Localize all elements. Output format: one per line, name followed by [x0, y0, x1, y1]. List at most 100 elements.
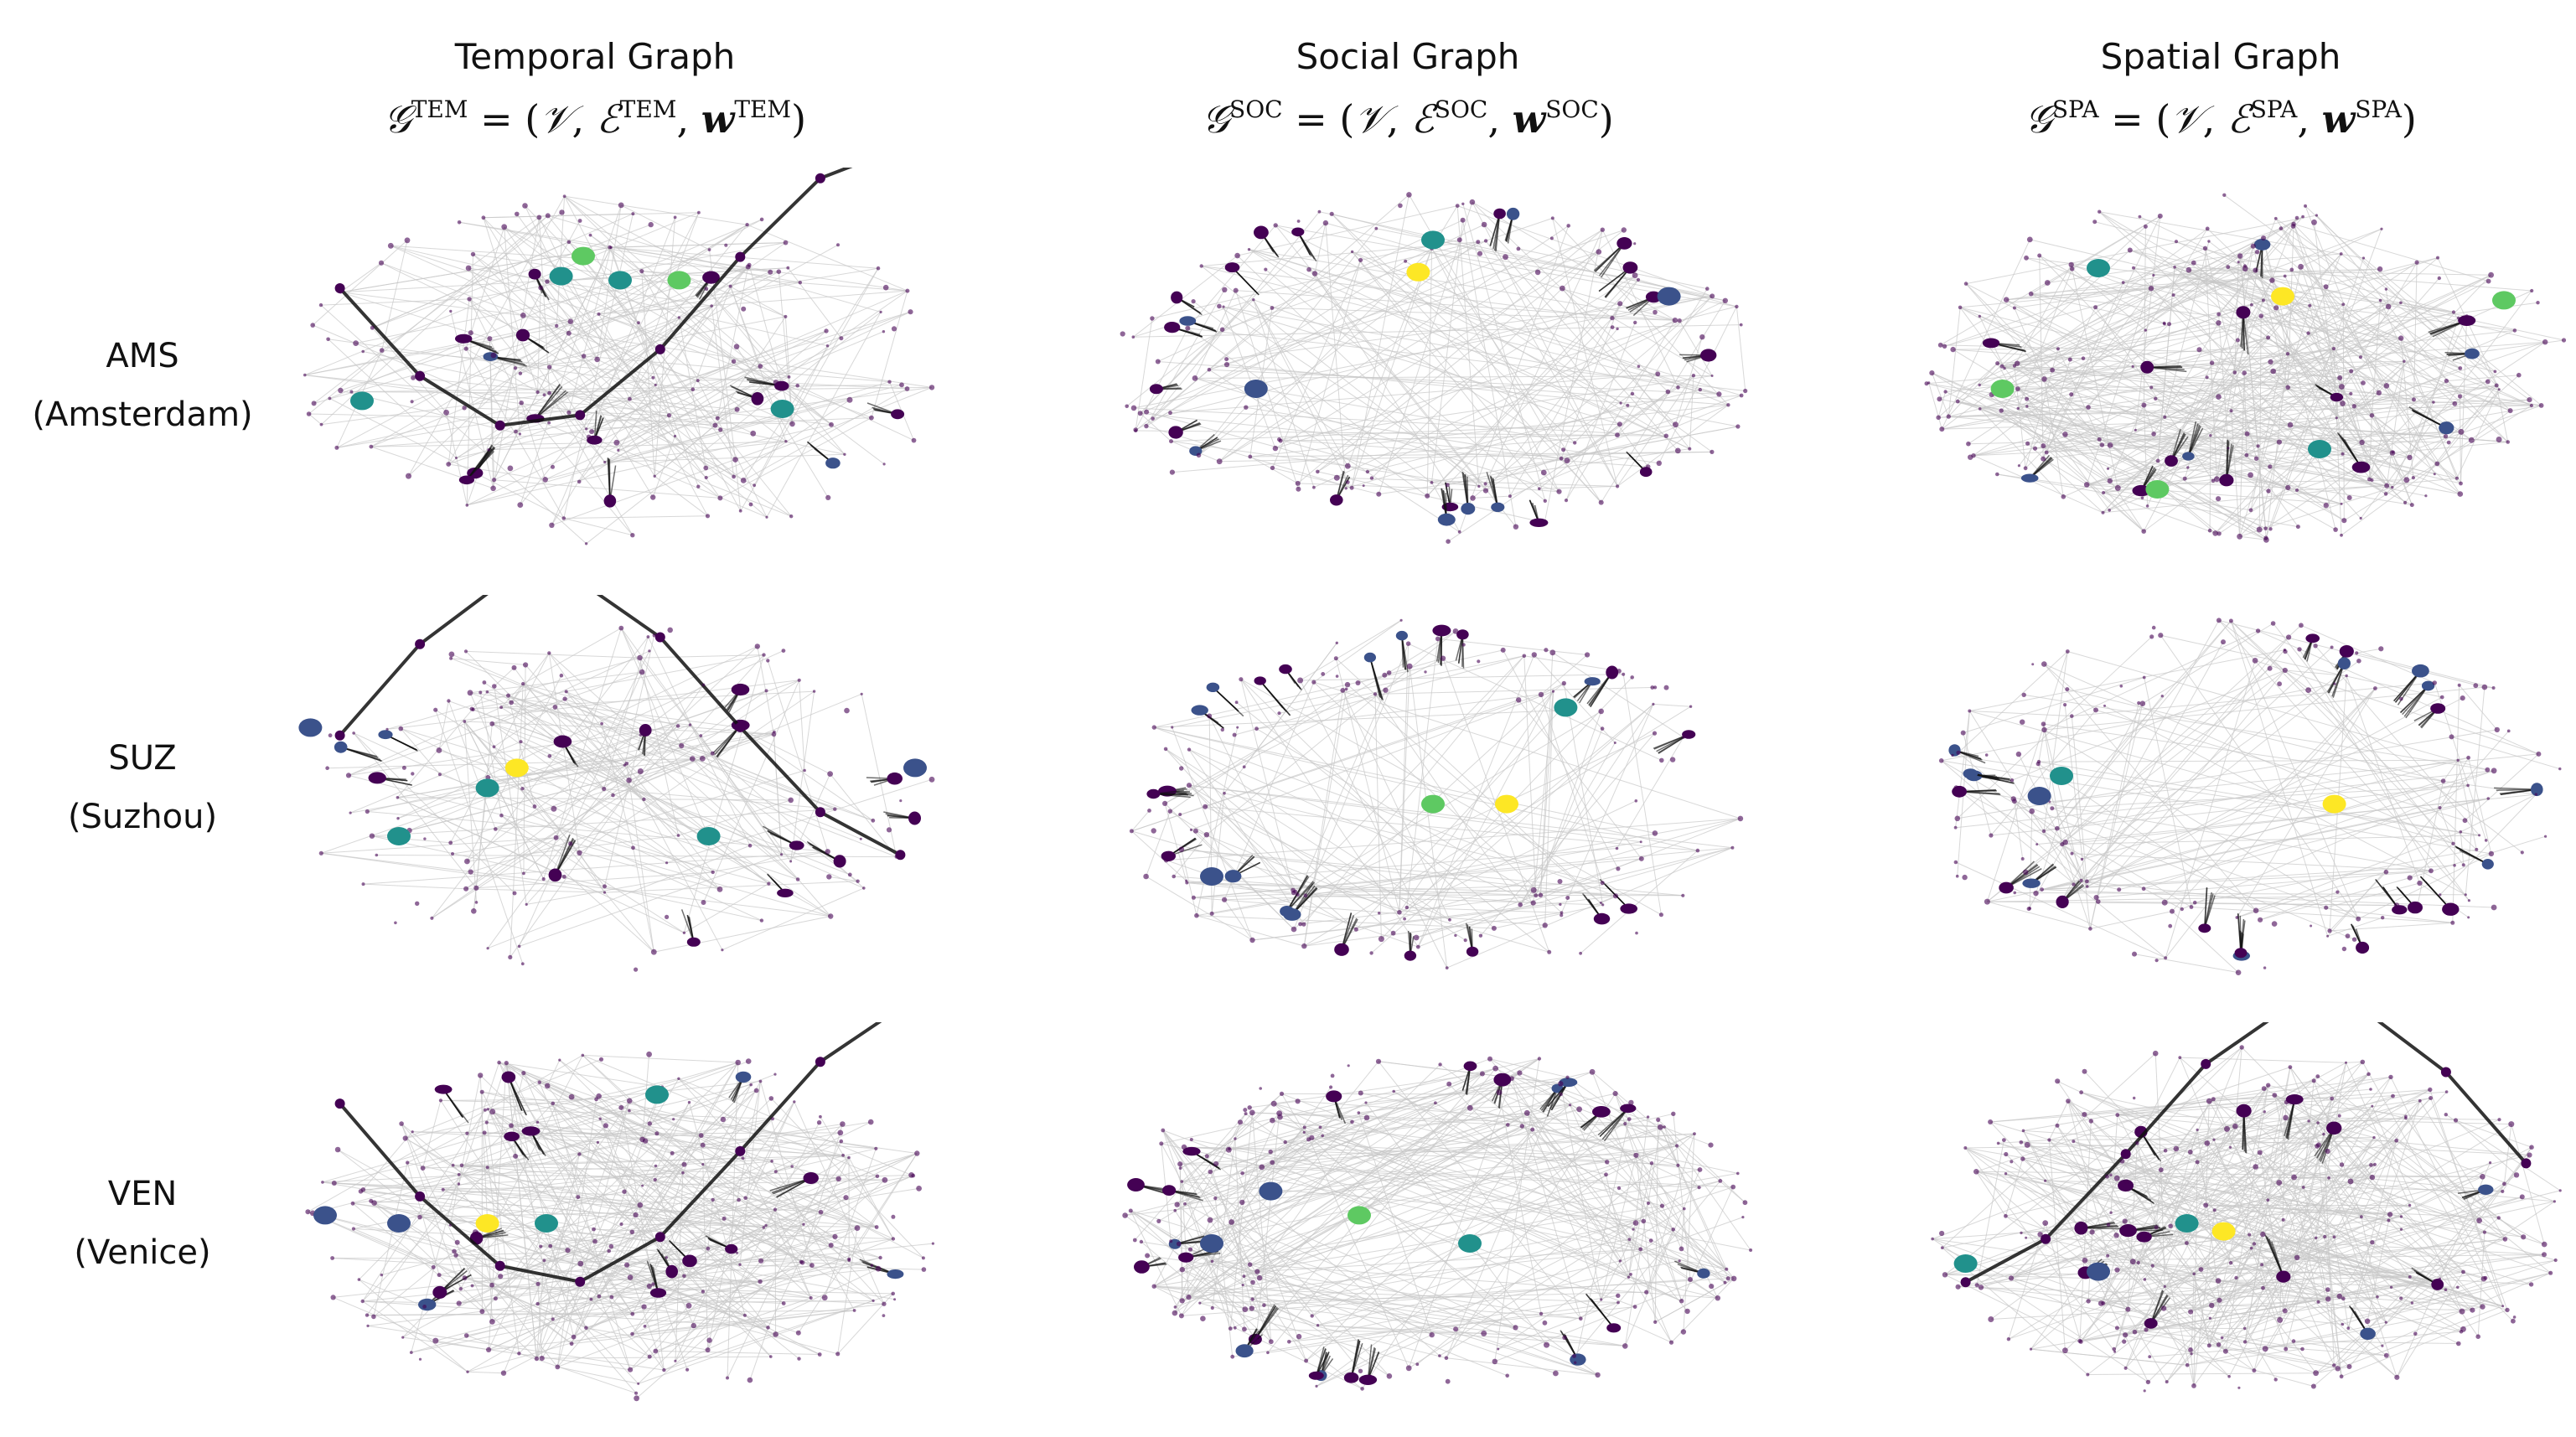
node — [1953, 825, 1958, 830]
node — [545, 213, 551, 219]
edge — [1187, 225, 1276, 329]
node — [2032, 446, 2038, 451]
node — [1386, 670, 1392, 675]
edge — [629, 1305, 690, 1371]
edge — [1659, 1126, 1729, 1279]
edge — [1286, 881, 1314, 912]
node — [1523, 1109, 1530, 1116]
node — [1242, 765, 1246, 769]
node — [2273, 305, 2279, 311]
node — [789, 421, 795, 427]
edge — [2164, 688, 2376, 903]
node — [634, 1395, 639, 1402]
node — [654, 1131, 660, 1136]
node — [2356, 916, 2361, 922]
edge — [652, 436, 675, 498]
node — [1622, 261, 1638, 274]
node — [484, 1120, 489, 1124]
node — [1174, 1202, 1180, 1207]
edge — [2046, 337, 2268, 453]
node — [1373, 692, 1378, 696]
edge — [2293, 1341, 2459, 1344]
node — [2351, 461, 2371, 473]
node — [1340, 688, 1346, 693]
node — [2439, 893, 2442, 897]
node — [2392, 905, 2408, 915]
node — [1585, 652, 1591, 658]
edge — [304, 282, 800, 376]
node — [1710, 375, 1714, 377]
node — [1306, 266, 1311, 272]
edge — [2000, 410, 2111, 482]
node — [486, 1347, 492, 1352]
edge — [2043, 830, 2074, 885]
node — [2070, 851, 2074, 855]
edge — [2061, 844, 2088, 887]
node — [1259, 1087, 1262, 1090]
node — [1127, 1178, 1145, 1191]
node — [737, 1197, 741, 1202]
node — [651, 375, 655, 380]
edge — [2017, 268, 2073, 409]
node — [1383, 687, 1389, 693]
edge — [1165, 748, 1466, 941]
node — [2269, 277, 2275, 283]
edge — [706, 386, 933, 478]
node — [670, 1150, 675, 1155]
node — [2340, 401, 2346, 406]
edge — [2030, 1348, 2188, 1366]
node — [1610, 325, 1615, 329]
node — [2432, 401, 2435, 404]
edge — [495, 771, 641, 830]
edge — [1658, 1119, 1746, 1203]
node-layer — [1120, 192, 1748, 544]
edge — [2208, 1100, 2298, 1259]
node — [415, 370, 426, 381]
hub-node — [2492, 291, 2516, 310]
node — [2438, 806, 2442, 809]
edge — [546, 281, 734, 478]
edge — [447, 298, 470, 465]
node — [1125, 404, 1129, 409]
node — [1679, 1299, 1684, 1304]
edge — [620, 204, 710, 251]
edge — [460, 1199, 739, 1290]
node — [575, 410, 586, 421]
edge — [405, 1138, 453, 1166]
edge — [381, 1166, 793, 1276]
node — [2192, 900, 2197, 905]
node — [1296, 486, 1301, 492]
edge — [2061, 624, 2302, 845]
hub-node — [504, 758, 529, 778]
edge — [1154, 726, 1656, 834]
edge — [1997, 473, 2252, 511]
edge — [333, 1252, 737, 1298]
node — [735, 1071, 752, 1083]
edge — [1944, 228, 2282, 347]
edge — [1931, 372, 1949, 417]
edge — [405, 1058, 602, 1139]
node — [486, 947, 489, 950]
edge — [1194, 290, 1237, 379]
node — [2085, 879, 2089, 884]
edge — [448, 463, 546, 480]
edge — [629, 385, 656, 400]
node — [1736, 1171, 1740, 1176]
edge — [621, 1107, 877, 1150]
city-code: VEN — [107, 1175, 178, 1213]
node — [618, 1104, 624, 1110]
edge — [598, 313, 872, 419]
edge — [470, 770, 805, 873]
node — [577, 850, 582, 855]
node — [519, 740, 523, 744]
edge — [508, 695, 861, 840]
node — [334, 730, 345, 741]
node — [1163, 857, 1169, 863]
edge — [1942, 406, 2089, 430]
edge — [2124, 1122, 2319, 1222]
node — [2544, 835, 2548, 838]
edge — [2081, 647, 2332, 881]
edge — [2333, 349, 2342, 535]
node — [2306, 331, 2310, 335]
edge — [373, 1162, 408, 1317]
